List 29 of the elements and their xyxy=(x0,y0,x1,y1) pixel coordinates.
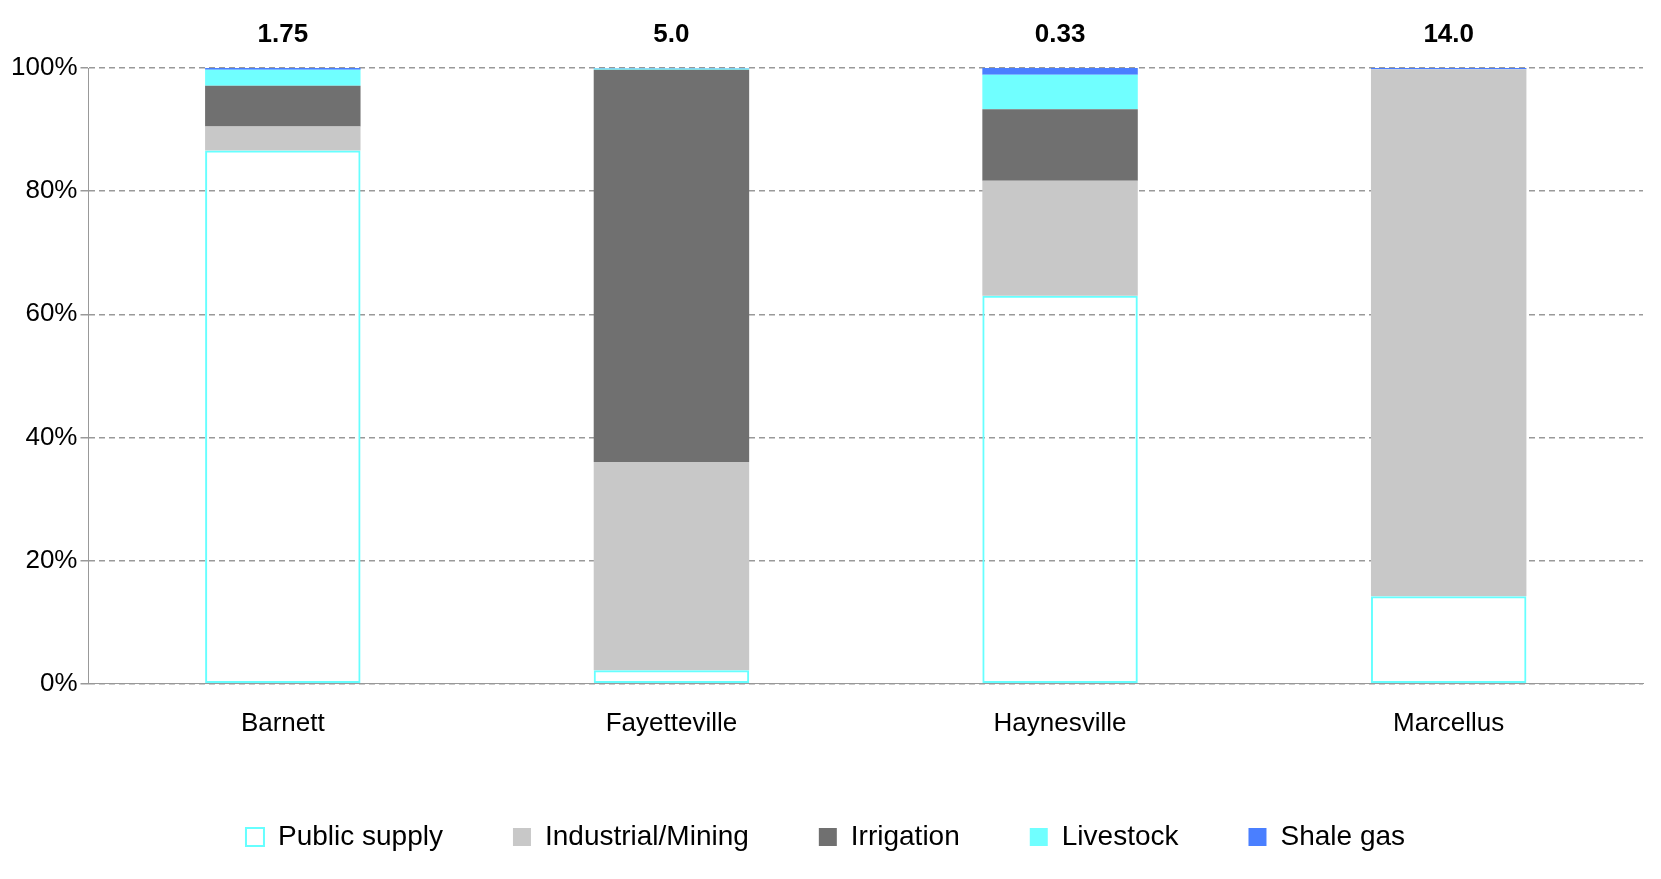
bar xyxy=(982,68,1138,75)
legend-label: Industrial/Mining xyxy=(544,819,749,851)
bar xyxy=(982,109,1138,181)
bar xyxy=(205,85,361,127)
x-tick-label: Marcellus xyxy=(1393,706,1505,737)
y-tick-label: 80% xyxy=(25,174,78,205)
bar xyxy=(982,180,1138,296)
y-tick-label: 20% xyxy=(25,543,78,574)
annotation: 1.75 xyxy=(257,18,309,49)
y-tick-label: 60% xyxy=(25,297,78,328)
bar xyxy=(1370,69,1527,597)
annotation: 14.0 xyxy=(1423,18,1474,49)
annotation: 5.0 xyxy=(653,18,690,49)
y-tick-label: 0% xyxy=(39,666,78,697)
y-tick-label: 40% xyxy=(25,420,78,451)
bar xyxy=(593,462,750,671)
x-tick-label: Barnett xyxy=(240,706,326,737)
bar xyxy=(982,74,1138,110)
annotation: 0.33 xyxy=(1034,18,1086,49)
legend-label: Irrigation xyxy=(850,819,960,851)
legend-label: Shale gas xyxy=(1280,819,1406,851)
legend-label: Public supply xyxy=(277,819,443,851)
x-tick-label: Fayetteville xyxy=(605,706,738,737)
bar xyxy=(205,126,361,151)
bar xyxy=(205,69,361,86)
legend-label: Livestock xyxy=(1061,819,1180,851)
y-tick-label: 100% xyxy=(11,51,78,82)
x-tick-label: Haynesville xyxy=(993,706,1127,737)
bar xyxy=(593,69,750,463)
